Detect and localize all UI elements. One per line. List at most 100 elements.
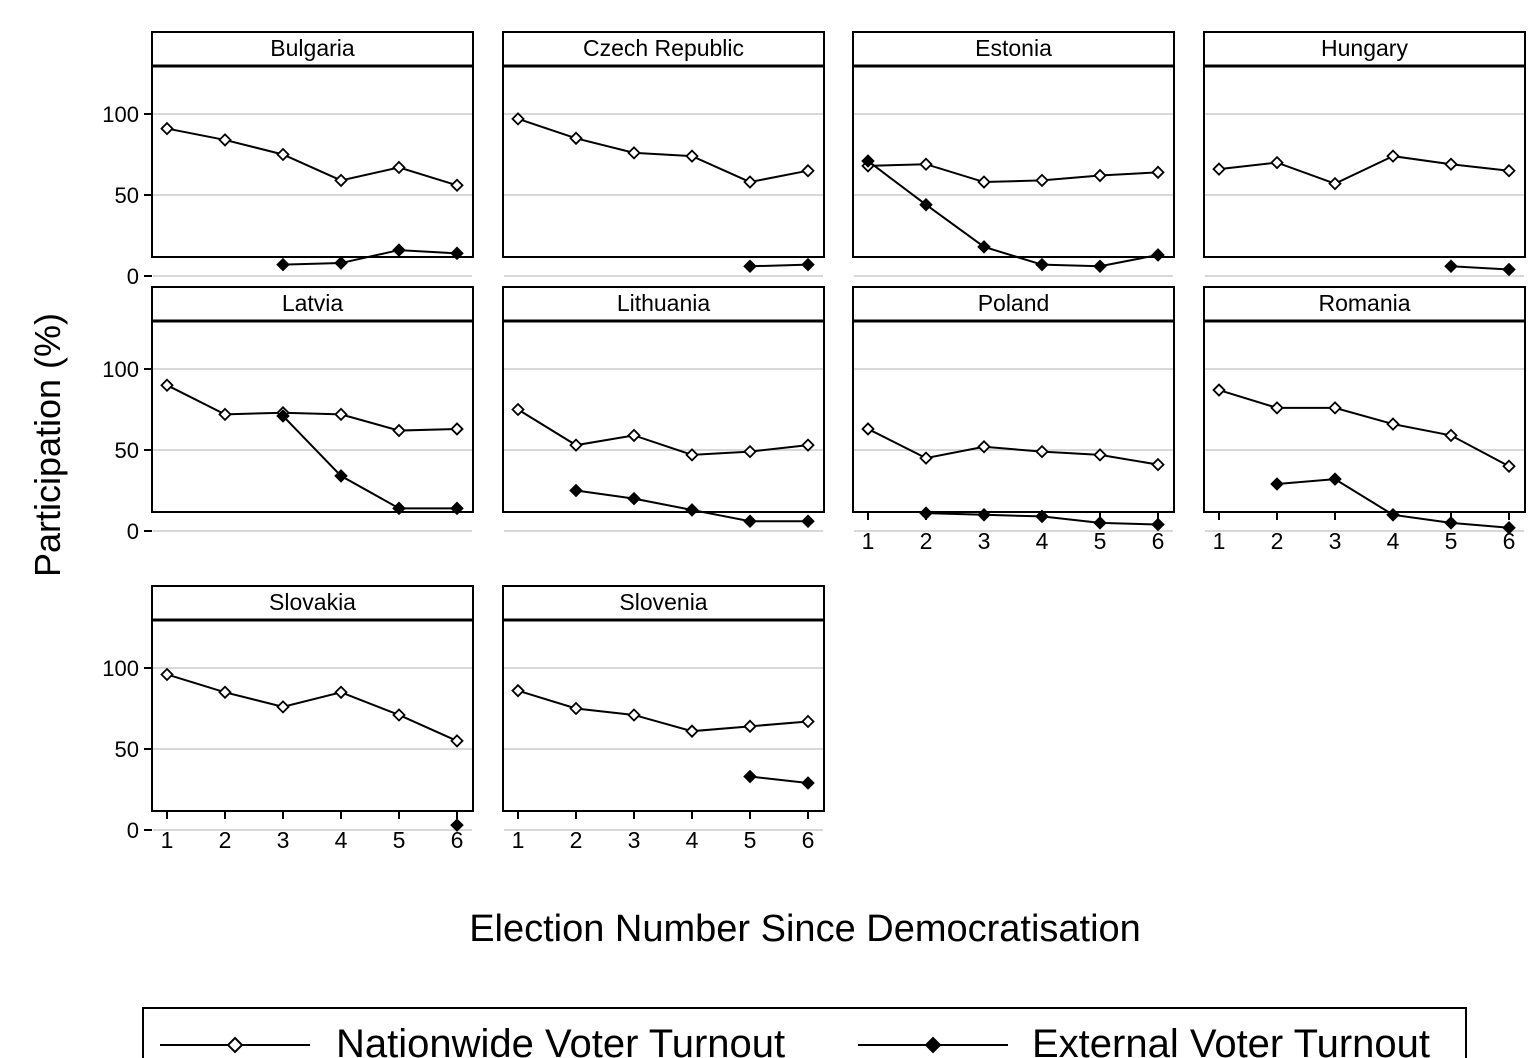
nationwide-point xyxy=(450,422,464,436)
x-tick-label: 2 xyxy=(219,827,232,853)
external-point xyxy=(1328,472,1342,486)
panel-plot-area xyxy=(852,320,1175,513)
nationwide-point xyxy=(511,683,525,698)
external-line xyxy=(749,775,809,785)
panel-title: Poland xyxy=(978,290,1050,316)
x-tick-label: 2 xyxy=(1271,528,1284,554)
nationwide-line xyxy=(1218,155,1510,185)
legend-external-label: External Voter Turnout xyxy=(1032,1022,1430,1058)
nationwide-point xyxy=(627,708,641,722)
panel-bulgaria: Bulgaria 0 50 100 xyxy=(102,31,474,289)
nationwide-line xyxy=(1218,389,1510,468)
nationwide-point xyxy=(861,422,875,436)
y-tick-label: 100 xyxy=(102,656,139,681)
x-tick-label: 5 xyxy=(1094,528,1107,554)
external-point xyxy=(450,246,464,261)
x-tick-label: 6 xyxy=(1152,528,1165,554)
nationwide-point xyxy=(1328,176,1342,191)
external-point xyxy=(977,240,991,254)
x-tick-label: 5 xyxy=(393,827,406,853)
nationwide-point xyxy=(685,448,699,462)
y-axis-title: Participation (%) xyxy=(27,313,68,577)
nationwide-point xyxy=(218,133,232,147)
external-line xyxy=(282,415,457,510)
nationwide-point xyxy=(1212,383,1226,397)
external-point xyxy=(450,501,464,516)
nationwide-point xyxy=(1151,165,1165,180)
nationwide-point xyxy=(160,667,174,682)
nationwide-point xyxy=(627,428,641,443)
nationwide-point xyxy=(1035,444,1049,459)
external-point xyxy=(685,503,699,517)
nationwide-point xyxy=(160,378,174,392)
x-tick-label: 6 xyxy=(451,827,464,853)
nationwide-point xyxy=(685,149,699,163)
external-point xyxy=(1093,516,1107,530)
external-point xyxy=(1444,516,1458,530)
nationwide-point xyxy=(511,402,525,417)
nationwide-point xyxy=(1212,162,1226,176)
nationwide-point xyxy=(392,160,406,175)
nationwide-point xyxy=(743,444,757,459)
panel-title: Slovenia xyxy=(619,589,707,615)
panel-header xyxy=(151,286,474,322)
nationwide-point xyxy=(1386,149,1400,163)
external-point xyxy=(450,818,464,832)
panel-plot-area xyxy=(1203,65,1526,258)
legend: Nationwide Voter Turnout External Voter … xyxy=(142,1007,1467,1058)
panel-plot-area xyxy=(502,65,825,258)
x-tick-label: 4 xyxy=(335,827,348,853)
nationwide-point xyxy=(743,175,757,189)
nationwide-point xyxy=(919,451,933,465)
nationwide-point xyxy=(801,163,815,178)
external-line xyxy=(282,249,458,266)
external-point xyxy=(1502,262,1516,277)
nationwide-point xyxy=(801,438,815,452)
panel-header xyxy=(852,286,1175,322)
nationwide-point xyxy=(977,175,991,189)
panel-hungary: Hungary xyxy=(1203,31,1526,277)
panel-slovakia: Slovakia 0 50 100 1 2 3 4 5 6 xyxy=(102,585,474,853)
nationwide-point xyxy=(801,714,815,729)
nationwide-point xyxy=(1093,168,1107,183)
external-point xyxy=(743,769,757,784)
panel-header xyxy=(151,585,474,621)
y-tick-label: 100 xyxy=(102,102,139,127)
nationwide-point xyxy=(1502,459,1516,473)
external-point xyxy=(627,491,641,506)
panel-header xyxy=(151,31,474,67)
x-tick-label: 1 xyxy=(161,827,174,853)
nationwide-point xyxy=(569,438,583,452)
nationwide-point xyxy=(392,708,406,722)
external-point xyxy=(861,154,875,168)
nationwide-point xyxy=(1444,157,1458,171)
nationwide-line xyxy=(517,689,809,733)
nationwide-point xyxy=(334,685,348,700)
nationwide-point xyxy=(1386,417,1400,431)
external-point xyxy=(801,514,815,529)
x-tick-label: 5 xyxy=(1445,528,1458,554)
nationwide-point xyxy=(569,701,583,716)
nationwide-point xyxy=(1093,448,1107,462)
x-tick-label: 6 xyxy=(802,827,815,853)
legend-nationwide-label: Nationwide Voter Turnout xyxy=(336,1022,785,1058)
nationwide-point xyxy=(1444,428,1458,443)
x-axis-title: Election Number Since Democratisation xyxy=(469,908,1141,950)
panel-plot-area xyxy=(852,65,1175,258)
nationwide-line xyxy=(867,163,1159,184)
nationwide-point xyxy=(334,407,348,422)
panel-header xyxy=(1203,286,1526,322)
panel-poland: Poland 1 2 3 4 5 6 xyxy=(852,286,1175,554)
panel-header xyxy=(1203,31,1526,67)
panel-estonia: Estonia xyxy=(852,31,1175,277)
nationwide-point xyxy=(334,173,348,188)
x-tick-label: 2 xyxy=(920,528,933,554)
external-point xyxy=(801,257,815,272)
nationwide-point xyxy=(685,724,699,738)
external-line xyxy=(749,263,809,268)
external-point xyxy=(1444,259,1458,274)
panel-title: Estonia xyxy=(975,35,1052,61)
panel-title: Hungary xyxy=(1321,35,1408,61)
panel-latvia: Latvia 0 50 100 xyxy=(102,286,474,544)
